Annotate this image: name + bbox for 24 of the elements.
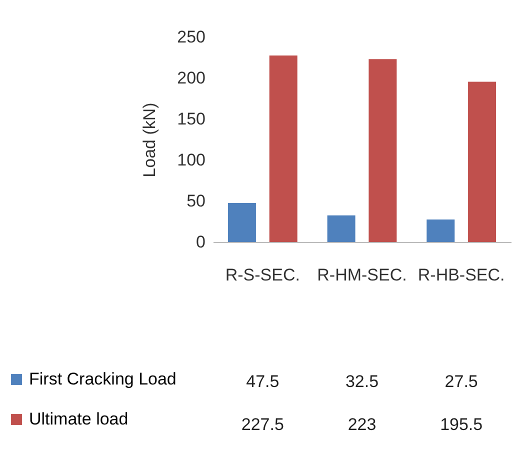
y-tick-label: 250 [177, 28, 206, 46]
x-tick-label: R-HB-SEC. [418, 266, 505, 284]
y-axis-title: Load (kN) [140, 102, 160, 178]
data-label: 227.5 [241, 415, 284, 434]
data-label: 27.5 [444, 372, 478, 391]
legend-label: Ultimate load [29, 410, 128, 428]
x-tick-label: R-HM-SEC. [317, 266, 407, 284]
legend-label: First Cracking Load [29, 370, 176, 388]
bar [426, 219, 455, 242]
y-tick-label: 150 [177, 110, 206, 128]
data-label: 195.5 [440, 415, 483, 434]
y-tick-label: 200 [177, 68, 206, 88]
bar [327, 215, 356, 242]
data-label: 32.5 [345, 372, 379, 391]
x-tick-label: R-S-SEC. [225, 266, 300, 284]
bar [228, 203, 256, 242]
data-label: 223 [348, 415, 376, 434]
bar [468, 82, 496, 242]
y-tick-label: 50 [186, 192, 206, 210]
bar [269, 55, 298, 242]
y-tick-label: 0 [196, 232, 206, 252]
y-tick-label: 100 [177, 150, 206, 170]
bar [368, 59, 397, 242]
data-label: 47.5 [246, 372, 280, 391]
